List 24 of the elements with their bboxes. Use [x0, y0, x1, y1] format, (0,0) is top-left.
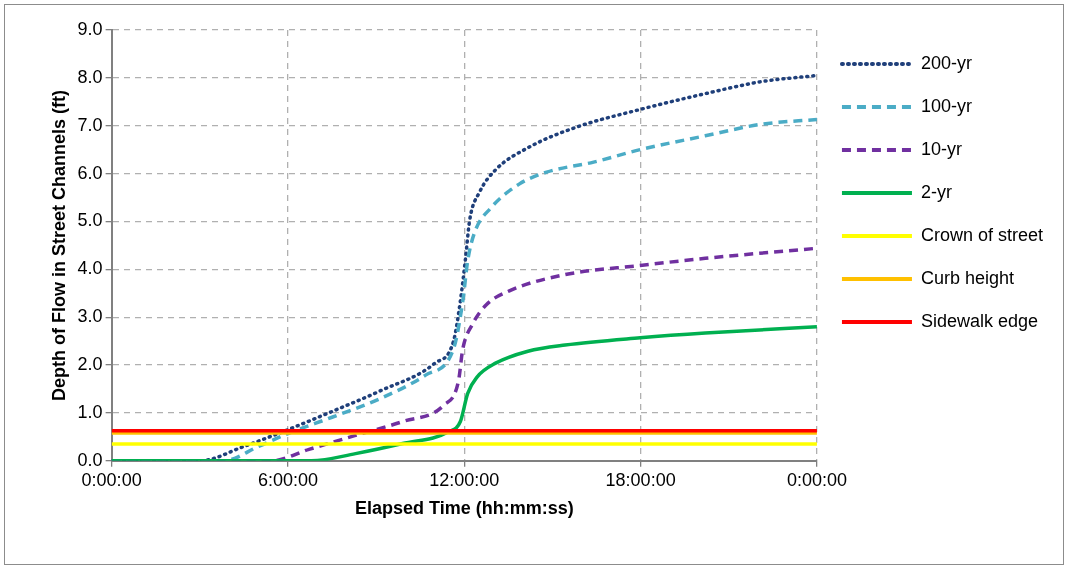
x-tick-label: 0:00:00	[81, 469, 142, 490]
x-tick-label: 18:00:00	[605, 469, 676, 490]
x-tick-label: 12:00:00	[429, 469, 500, 490]
legend-label: Curb height	[920, 267, 1015, 288]
y-tick-label: 4.0	[77, 258, 103, 279]
y-tick-label: 1.0	[77, 401, 103, 422]
y-tick-label: 6.0	[77, 162, 103, 183]
legend-label: 100-yr	[920, 95, 972, 116]
legend-label: 2-yr	[920, 181, 952, 202]
x-tick-label: 0:00:00	[786, 469, 847, 490]
legend-label: 200-yr	[920, 52, 972, 73]
y-tick-label: 5.0	[77, 210, 103, 231]
y-tick-label: 0.0	[77, 449, 103, 470]
legend-label: 10-yr	[920, 138, 962, 159]
y-axis-title: Depth of Flow in Street Channels (ft)	[48, 89, 69, 401]
y-tick-label: 9.0	[77, 18, 103, 39]
y-tick-label: 3.0	[77, 306, 103, 327]
x-axis-title: Elapsed Time (hh:mm:ss)	[354, 498, 574, 519]
legend-label: Crown of street	[920, 224, 1043, 245]
y-tick-label: 8.0	[77, 66, 103, 87]
y-tick-label: 2.0	[77, 354, 103, 375]
x-tick-label: 6:00:00	[257, 469, 318, 490]
y-tick-label: 7.0	[77, 114, 103, 135]
legend-label: Sidewalk edge	[920, 310, 1039, 331]
